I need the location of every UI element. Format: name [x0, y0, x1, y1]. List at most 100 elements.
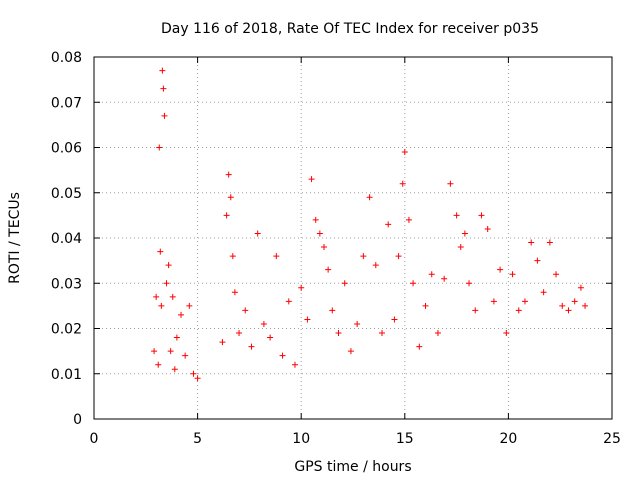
data-point — [248, 343, 255, 350]
data-point — [285, 298, 292, 305]
data-point — [182, 352, 189, 359]
chart-title: Day 116 of 2018, Rate Of TEC Index for r… — [161, 21, 539, 37]
data-point — [546, 239, 553, 246]
data-point — [484, 225, 491, 232]
data-point — [158, 302, 165, 309]
data-point — [227, 194, 234, 201]
data-point — [316, 230, 323, 237]
data-point — [391, 316, 398, 323]
data-point — [165, 262, 172, 269]
data-point — [312, 216, 319, 223]
data-point — [151, 348, 158, 355]
data-point — [528, 239, 535, 246]
data-point — [401, 149, 408, 156]
x-tick-label: 5 — [193, 431, 202, 447]
data-point — [441, 275, 448, 282]
data-point — [461, 230, 468, 237]
data-point — [497, 266, 504, 273]
data-point — [341, 280, 348, 287]
data-point — [304, 316, 311, 323]
x-tick-label: 15 — [396, 431, 414, 447]
y-tick-label: 0.02 — [51, 322, 82, 338]
data-point — [490, 298, 497, 305]
data-point — [521, 298, 528, 305]
data-point — [153, 293, 160, 300]
data-point — [169, 293, 176, 300]
data-point — [291, 361, 298, 368]
data-point — [577, 284, 584, 291]
y-tick-label: 0.08 — [51, 50, 82, 66]
data-point — [447, 180, 454, 187]
data-point — [157, 248, 164, 255]
data-point — [410, 280, 417, 287]
data-point — [366, 194, 373, 201]
data-point — [372, 262, 379, 269]
data-point — [453, 212, 460, 219]
data-point — [565, 307, 572, 314]
data-point — [163, 280, 170, 287]
x-tick-label: 0 — [90, 431, 99, 447]
x-tick-labels: 0 5 10 15 20 25 — [90, 431, 621, 447]
data-point — [422, 302, 429, 309]
data-point — [416, 343, 423, 350]
data-point — [434, 330, 441, 337]
x-tick-label: 20 — [499, 431, 517, 447]
y-tick-label: 0.07 — [51, 95, 82, 111]
data-point — [399, 180, 406, 187]
y-tick-labels: 0 0.01 0.02 0.03 0.04 0.05 0.06 0.07 0.08 — [51, 50, 82, 428]
data-point — [171, 366, 178, 373]
data-point — [503, 330, 510, 337]
data-point — [229, 253, 236, 260]
data-point — [155, 361, 162, 368]
data-point — [190, 370, 197, 377]
axis-ticks — [93, 56, 613, 420]
data-point — [156, 144, 163, 151]
data-point — [231, 289, 238, 296]
data-point — [260, 320, 267, 327]
data-point — [329, 307, 336, 314]
data-point — [267, 334, 274, 341]
data-point — [472, 307, 479, 314]
data-point — [225, 171, 232, 178]
data-point — [559, 302, 566, 309]
data-point — [254, 230, 261, 237]
data-point — [478, 212, 485, 219]
x-axis-label: GPS time / hours — [294, 459, 411, 475]
data-point — [395, 253, 402, 260]
data-point — [360, 253, 367, 260]
data-point — [534, 257, 541, 264]
data-point — [582, 302, 589, 309]
data-point — [379, 330, 386, 337]
data-point — [466, 280, 473, 287]
data-point — [335, 330, 342, 337]
x-tick-label: 10 — [292, 431, 310, 447]
data-point — [160, 85, 167, 92]
data-point — [273, 253, 280, 260]
y-tick-label: 0 — [73, 412, 82, 428]
data-point — [308, 176, 315, 183]
data-point — [242, 307, 249, 314]
data-point — [354, 320, 361, 327]
y-tick-label: 0.04 — [51, 231, 82, 247]
data-point — [173, 334, 180, 341]
data-point — [540, 289, 547, 296]
data-point — [553, 271, 560, 278]
data-point — [428, 271, 435, 278]
y-tick-label: 0.03 — [51, 276, 82, 292]
grid — [94, 57, 612, 419]
y-tick-label: 0.01 — [51, 367, 82, 383]
data-points — [151, 67, 589, 382]
y-tick-label: 0.05 — [51, 186, 82, 202]
y-tick-label: 0.06 — [51, 141, 82, 157]
data-point — [159, 67, 166, 74]
data-point — [405, 216, 412, 223]
data-point — [236, 330, 243, 337]
data-point — [320, 244, 327, 251]
data-point — [298, 284, 305, 291]
data-point — [457, 244, 464, 251]
data-point — [347, 348, 354, 355]
data-point — [186, 302, 193, 309]
y-axis-label: ROTI / TECUs — [7, 192, 23, 284]
data-point — [385, 221, 392, 228]
